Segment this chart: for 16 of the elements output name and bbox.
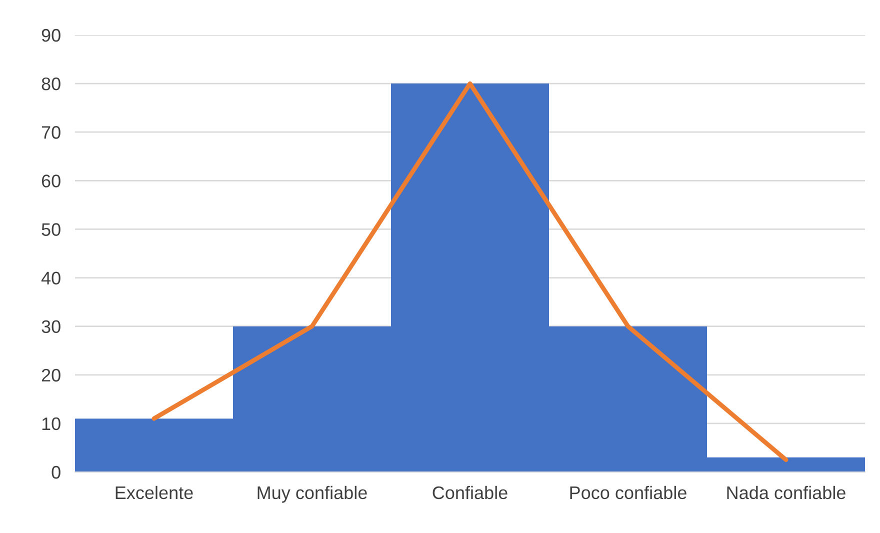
x-tick-label: Muy confiable [258, 486, 367, 503]
y-tick-label: 50 [42, 223, 60, 236]
x-tick-label: Confiable [432, 486, 508, 500]
y-tick-label: 70 [42, 126, 60, 139]
x-tick-label: Nada confiable [727, 486, 846, 500]
y-tick-label: 20 [42, 368, 60, 382]
x-tick-label: Excelente [116, 486, 193, 500]
y-tick-label: 90 [42, 28, 60, 42]
x-tick-label: Poco confiable [570, 486, 686, 500]
y-tick-label: 30 [42, 320, 60, 334]
y-tick-label: 60 [42, 174, 60, 188]
y-tick-label: 80 [42, 77, 60, 90]
y-tick-label: 10 [42, 417, 60, 430]
y-tick-label: 40 [41, 272, 60, 284]
line-series [152, 81, 788, 462]
y-tick-label: 0 [52, 466, 60, 479]
